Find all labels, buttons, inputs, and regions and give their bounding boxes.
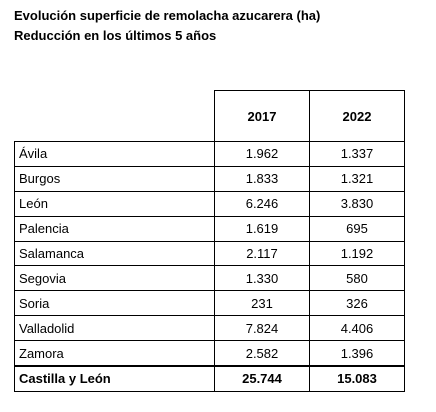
cell-value: 2.582 bbox=[214, 340, 310, 367]
cell-value: 7.824 bbox=[214, 315, 310, 342]
data-row: Palencia 1.619 695 bbox=[14, 215, 405, 242]
cell-value: 1.321 bbox=[309, 165, 405, 192]
cell-value: 231 bbox=[214, 290, 310, 317]
row-label: Palencia bbox=[14, 215, 215, 242]
cell-value: 1.962 bbox=[214, 141, 310, 167]
data-row: Zamora 2.582 1.396 bbox=[14, 340, 405, 367]
data-row: León 6.246 3.830 bbox=[14, 190, 405, 217]
cell-value: 1.396 bbox=[309, 340, 405, 367]
cell-value: 1.192 bbox=[309, 240, 405, 267]
cell-value: 2.117 bbox=[214, 240, 310, 267]
total-row: Castilla y León 25.744 15.083 bbox=[14, 365, 405, 392]
table-body: 2017 2022 Ávila 1.962 1.337 Burgos 1.833 1.32… bbox=[14, 90, 405, 392]
column-header: 2017 bbox=[214, 90, 310, 142]
cell-value: 1.330 bbox=[214, 265, 310, 292]
cell-value: 1.619 bbox=[214, 215, 310, 242]
row-label: Zamora bbox=[14, 340, 215, 367]
cell-value: 4.406 bbox=[309, 315, 405, 342]
row-label: Burgos bbox=[14, 165, 215, 192]
row-label: Segovia bbox=[14, 265, 215, 292]
title: Evolución superficie de remolacha azucar… bbox=[14, 8, 321, 23]
data-row: Burgos 1.833 1.321 bbox=[14, 165, 405, 192]
row-label: León bbox=[14, 190, 215, 217]
cell-value: 1.337 bbox=[309, 141, 405, 167]
data-row: Segovia 1.330 580 bbox=[14, 265, 405, 292]
data-row: Valladolid 7.824 4.406 bbox=[14, 315, 405, 342]
data-row: Salamanca 2.117 1.192 bbox=[14, 240, 405, 267]
data-table: 2017 2022 Ávila 1.962 1.337 Burgos 1.833 1.32… bbox=[14, 90, 405, 392]
cell-value: 3.830 bbox=[309, 190, 405, 217]
subtitle: Reducción en los últimos 5 años bbox=[14, 28, 217, 43]
cell-value: 580 bbox=[309, 265, 405, 292]
row-label: Ávila bbox=[14, 141, 215, 167]
blank-cell bbox=[14, 90, 215, 142]
cell-value: 15.083 bbox=[309, 365, 405, 392]
row-label: Castilla y León bbox=[14, 365, 215, 392]
cell-value: 6.246 bbox=[214, 190, 310, 217]
cell-value: 1.833 bbox=[214, 165, 310, 192]
header-row: 2017 2022 bbox=[14, 90, 405, 142]
row-label: Salamanca bbox=[14, 240, 215, 267]
cell-value: 326 bbox=[309, 290, 405, 317]
row-label: Soria bbox=[14, 290, 215, 317]
data-row: Soria 231 326 bbox=[14, 290, 405, 317]
row-label: Valladolid bbox=[14, 315, 215, 342]
data-row: Ávila 1.962 1.337 bbox=[14, 141, 405, 167]
cell-value: 695 bbox=[309, 215, 405, 242]
cell-value: 25.744 bbox=[214, 365, 310, 392]
column-header: 2022 bbox=[309, 90, 405, 142]
